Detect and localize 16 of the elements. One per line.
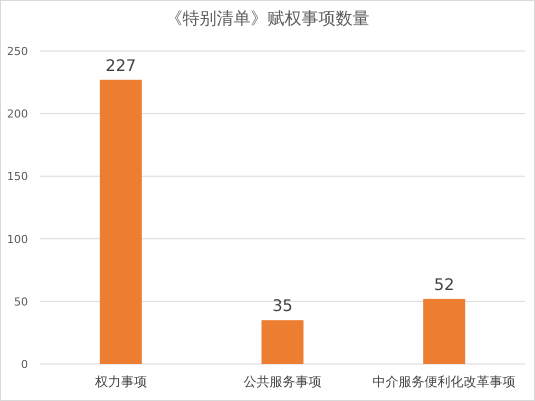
x-tick-label: 中介服务便利化改革事项: [372, 375, 516, 390]
data-label: 35: [272, 296, 293, 316]
bar: [423, 298, 466, 364]
y-tick-label: 0: [21, 358, 28, 371]
y-tick-label: 250: [7, 45, 28, 58]
y-tick-label: 150: [7, 170, 28, 184]
bar: [262, 320, 304, 364]
chart-title: 《特别清单》赋权事项数量: [166, 9, 370, 29]
y-tick-label: 50: [14, 295, 28, 308]
data-label: 52: [434, 274, 454, 294]
y-tick-label: 200: [7, 108, 28, 121]
y-tick-label: 100: [7, 232, 28, 246]
bar: [100, 80, 142, 364]
x-tick-label: 权力事项: [94, 375, 147, 390]
data-label: 227: [106, 56, 136, 75]
x-tick-label: 公共服务事项: [244, 375, 322, 390]
